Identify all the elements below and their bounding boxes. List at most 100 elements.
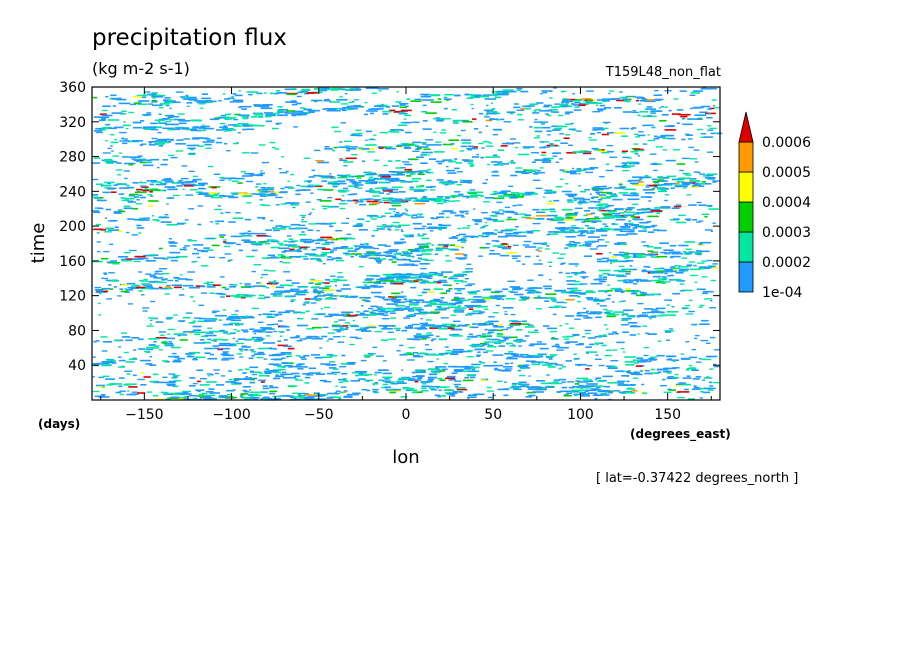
heatmap-cell	[169, 119, 173, 121]
heatmap-cell	[179, 294, 185, 296]
heatmap-cell	[340, 122, 347, 124]
heatmap-cell	[579, 391, 586, 394]
heatmap-cell	[253, 104, 261, 106]
heatmap-cell	[223, 195, 235, 197]
heatmap-cell	[123, 251, 131, 254]
heatmap-cell	[192, 329, 201, 332]
heatmap-cell	[315, 255, 326, 257]
heatmap-cell	[133, 159, 146, 161]
heatmap-cell	[389, 390, 401, 392]
heatmap-cell	[330, 249, 338, 251]
heatmap-cell	[277, 291, 281, 293]
heatmap-cell	[620, 254, 629, 256]
heatmap-cell	[590, 133, 596, 135]
heatmap-cell	[598, 335, 606, 337]
heatmap-cell	[598, 364, 605, 367]
heatmap-cell	[349, 247, 353, 249]
heatmap-cell	[365, 139, 368, 141]
heatmap-cell	[551, 106, 560, 108]
heatmap-cell	[664, 367, 677, 370]
heatmap-cell	[688, 146, 694, 149]
heatmap-cell	[567, 216, 574, 219]
heatmap-cell	[269, 392, 275, 395]
heatmap-cell	[262, 285, 267, 288]
heatmap-cell	[464, 284, 473, 287]
heatmap-cell	[106, 162, 114, 164]
heatmap-cell	[498, 209, 504, 211]
heatmap-cell	[454, 120, 458, 122]
heatmap-cell	[204, 397, 212, 399]
heatmap-cell	[707, 129, 714, 131]
heatmap-cell	[429, 189, 436, 191]
heatmap-cell	[111, 191, 117, 193]
heatmap-cell	[126, 373, 131, 375]
heatmap-cell	[197, 390, 201, 392]
heatmap-cell	[551, 129, 561, 131]
heatmap-cell	[338, 191, 347, 193]
heatmap-cell	[360, 314, 368, 316]
heatmap-cell	[473, 393, 485, 396]
heatmap-cell	[669, 274, 674, 277]
heatmap-cell	[209, 353, 214, 356]
heatmap-cell	[478, 142, 484, 145]
heatmap-cell	[615, 216, 627, 218]
heatmap-cell	[457, 227, 462, 230]
heatmap-cell	[578, 203, 582, 205]
heatmap-cell	[343, 107, 350, 109]
heatmap-cell	[366, 200, 379, 203]
heatmap-cell	[93, 228, 104, 231]
heatmap-cell	[599, 305, 607, 307]
heatmap-cell	[712, 180, 721, 182]
heatmap-cell	[493, 361, 497, 363]
heatmap-cell	[628, 370, 631, 372]
heatmap-cell	[603, 391, 611, 393]
heatmap-cell	[363, 310, 369, 312]
heatmap-cell	[702, 290, 714, 293]
heatmap-cell	[484, 197, 494, 199]
heatmap-cell	[525, 356, 531, 358]
heatmap-cell	[381, 215, 386, 217]
heatmap-cell	[131, 140, 144, 142]
heatmap-cell	[422, 233, 427, 235]
heatmap-cell	[505, 357, 518, 360]
heatmap-cell	[417, 173, 425, 175]
heatmap-cell	[392, 309, 396, 312]
heatmap-cell	[179, 122, 187, 125]
heatmap-cell	[145, 273, 152, 275]
heatmap-cell	[419, 312, 429, 315]
heatmap-cell	[461, 159, 470, 161]
heatmap-cell	[118, 359, 126, 362]
heatmap-cell	[641, 269, 647, 272]
heatmap-cell	[369, 138, 374, 140]
heatmap-cell	[395, 110, 403, 113]
heatmap-cell	[409, 197, 418, 199]
heatmap-cell	[278, 320, 283, 322]
heatmap-cell	[164, 101, 174, 104]
heatmap-cell	[227, 260, 231, 262]
heatmap-cell	[332, 126, 339, 128]
heatmap-cell	[365, 190, 370, 192]
heatmap-cell	[548, 231, 560, 233]
heatmap-cell	[149, 364, 157, 366]
heatmap-cell	[295, 355, 301, 357]
heatmap-cell	[241, 396, 249, 399]
heatmap-cell	[374, 105, 383, 107]
heatmap-cell	[183, 316, 191, 319]
heatmap-cell	[191, 127, 196, 129]
heatmap-cell	[580, 395, 590, 397]
heatmap-cell	[126, 184, 130, 187]
heatmap-cell	[275, 286, 284, 289]
heatmap-cell	[581, 221, 586, 223]
heatmap-cell	[292, 396, 304, 398]
heatmap-cell	[187, 239, 197, 242]
heatmap-cell	[669, 299, 673, 302]
heatmap-cell	[93, 157, 100, 159]
heatmap-cell	[228, 97, 235, 100]
heatmap-cell	[449, 302, 460, 305]
heatmap-cell	[340, 182, 347, 185]
heatmap-cell	[279, 375, 285, 378]
heatmap-cell	[192, 398, 196, 400]
heatmap-cell	[329, 314, 336, 316]
heatmap-cell	[302, 373, 311, 375]
